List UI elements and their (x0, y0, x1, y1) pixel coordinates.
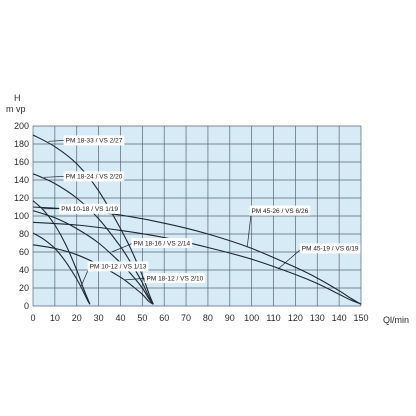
curve-label: PM 10-18 / VS 1/19 (61, 206, 118, 213)
curve-labels: PM 18-33 / VS 2/27 PM 18-24 / VS 2/20 PM 1… (59, 135, 361, 284)
curve-label-box (87, 261, 149, 272)
pump-curve (32, 134, 154, 305)
label-leader-line (277, 248, 303, 270)
curve-label-box (144, 273, 206, 284)
x-tick-label: 80 (203, 313, 213, 323)
x-tick-label: 10 (50, 313, 60, 323)
x-tick-label: 0 (30, 313, 35, 323)
x-tick-label: 140 (332, 313, 347, 323)
x-tick-label: 50 (137, 313, 147, 323)
curve-label: PM 10-12 / VS 1/13 (90, 264, 147, 271)
y-tick-labels: 0 20 40 60 80 100 120 140 160 180 200 (14, 121, 29, 311)
x-tick-label: 100 (244, 313, 259, 323)
curve-label: PM 45-19 / VS 6/19 (302, 246, 359, 253)
y-tick-label: 100 (14, 211, 29, 221)
curve-label: PM 18-12 / VS 2/10 (147, 275, 204, 282)
y-tick-label: 200 (14, 121, 29, 131)
y-tick-label: 20 (19, 283, 29, 293)
label-leader-line (111, 242, 134, 253)
y-tick-label: 0 (24, 301, 29, 311)
curve-label-box (59, 203, 120, 214)
label-leaders (41, 140, 303, 287)
x-tick-label: 30 (94, 313, 104, 323)
curve-label: PM 18-33 / VS 2/27 (66, 138, 123, 145)
y-axis-title-line1: H (14, 93, 21, 103)
pump-curve (32, 244, 154, 305)
x-tick-label: 20 (72, 313, 82, 323)
label-leader-line (43, 176, 66, 178)
x-axis-title: Ql/min (383, 315, 409, 325)
x-tick-label: 40 (115, 313, 125, 323)
label-leader-line (48, 140, 66, 142)
x-tick-label: 120 (288, 313, 303, 323)
x-tick-label: 150 (353, 313, 368, 323)
label-leader-line (246, 210, 252, 247)
pump-curve (32, 221, 362, 305)
y-tick-label: 60 (19, 247, 29, 257)
curve-label-box (249, 205, 311, 216)
y-tick-label: 140 (14, 175, 29, 185)
x-tick-label: 70 (181, 313, 191, 323)
curve-label-box (63, 135, 125, 146)
x-tick-labels: 0 10 20 30 40 50 60 70 80 90 100 110 120 130 140 150 (30, 313, 368, 323)
y-tick-label: 120 (14, 193, 29, 203)
y-tick-label: 40 (19, 265, 29, 275)
curve-label-box (63, 171, 125, 182)
label-leader-line (124, 277, 147, 281)
pump-curve (32, 173, 154, 305)
y-tick-label: 160 (14, 157, 29, 167)
curve-label: PM 18-16 / VS 2/14 (133, 240, 190, 247)
curve-label-box (131, 238, 193, 248)
curve-label-box (299, 243, 361, 254)
y-tick-label: 180 (14, 139, 29, 149)
y-tick-label: 80 (19, 229, 29, 239)
pump-curve (32, 232, 91, 305)
y-axis-title-line2: m vp (6, 104, 26, 114)
x-tick-label: 90 (225, 313, 235, 323)
curve-label: PM 18-24 / VS 2/20 (66, 174, 123, 181)
x-tick-label: 60 (159, 313, 169, 323)
curve-label: PM 45-26 / VS 6/26 (251, 208, 308, 215)
x-tick-label: 130 (310, 313, 325, 323)
x-tick-label: 110 (266, 313, 280, 323)
pump-curve (32, 200, 91, 305)
